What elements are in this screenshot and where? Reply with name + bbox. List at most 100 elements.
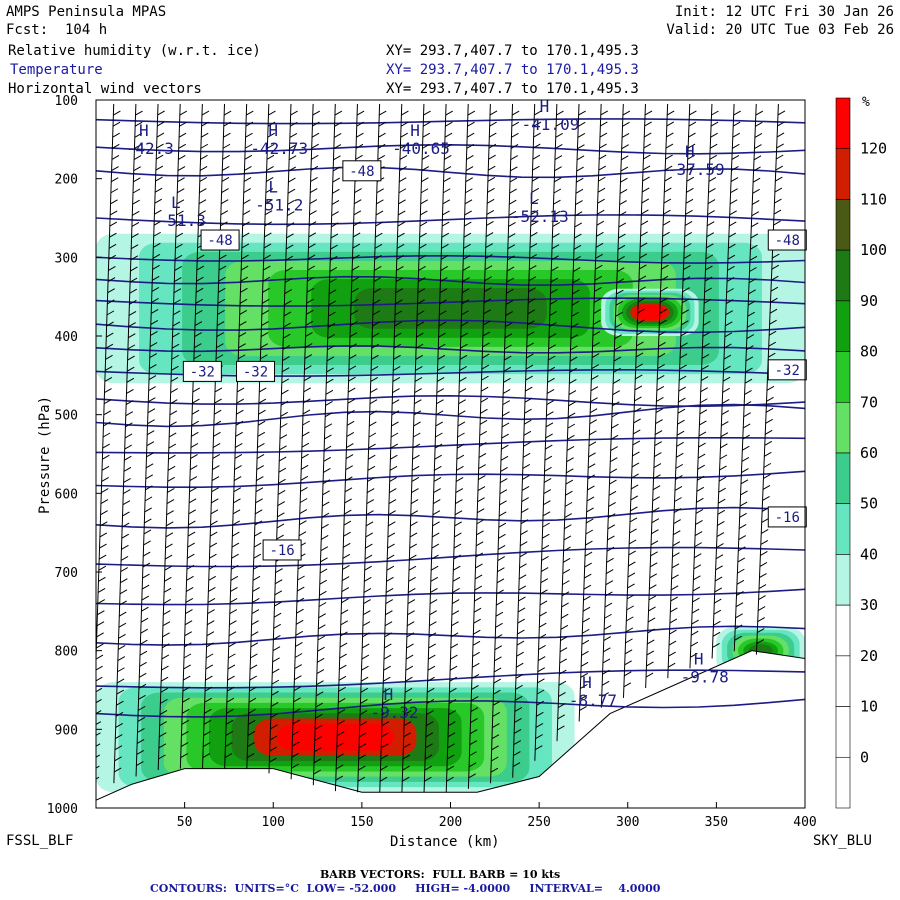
wind-barb-feather — [618, 211, 627, 217]
wind-barb-feather — [296, 597, 305, 603]
wind-barb-feather — [262, 276, 271, 282]
wind-barb-feather — [339, 653, 347, 659]
wind-barb-feather — [147, 408, 156, 414]
wind-barb-feather — [192, 398, 200, 404]
wind-barb-feather — [542, 522, 550, 528]
wind-barb-feather — [452, 587, 460, 593]
wind-barb-feather — [411, 476, 420, 482]
wind-barb-feather — [204, 686, 213, 692]
wind-barb-feather — [511, 121, 520, 127]
wind-barb-feather — [752, 188, 760, 194]
wind-barb-feather — [223, 132, 231, 138]
wind-barb-feather — [325, 401, 333, 406]
wind-barb-feather — [207, 620, 215, 626]
wind-barb-feather — [487, 187, 495, 193]
wind-barb-feather — [707, 210, 715, 216]
wind-barb-feather — [218, 276, 226, 282]
wind-barb-feather — [458, 399, 466, 405]
wind-barb-feather — [319, 590, 327, 596]
wind-barb-feather — [530, 209, 539, 215]
wind-barb-feather — [155, 176, 163, 182]
wind-barb-feather — [384, 621, 393, 627]
wind-barb-feather — [650, 551, 658, 557]
wind-barb-feather — [518, 574, 527, 580]
wind-barb-feather — [704, 276, 713, 282]
wind-barb-feather — [648, 595, 657, 601]
wind-barb-feather — [106, 310, 115, 316]
wind-barb-feather — [729, 221, 737, 227]
wind-barb-feather — [528, 276, 537, 282]
wind-barb-feather — [154, 198, 163, 204]
wind-barb-feather — [263, 243, 272, 249]
wind-barb-feather — [458, 410, 466, 416]
wind-barb-feather — [451, 610, 460, 616]
wind-barb-feather — [560, 624, 569, 630]
wind-barb-feather — [259, 387, 267, 393]
wind-barb-feather — [456, 465, 464, 471]
wind-barb-feather — [212, 465, 220, 470]
wind-barb-feather — [757, 617, 765, 622]
wind-barb-feather — [311, 143, 319, 149]
wind-barb-feather — [606, 546, 615, 552]
wind-barb-feather — [713, 620, 721, 626]
extremum-marker: H — [384, 685, 394, 704]
wind-barb-feather — [108, 254, 117, 260]
wind-barb-feather — [732, 143, 740, 149]
wind-barb-feather — [617, 244, 626, 250]
wind-barb-feather — [420, 199, 428, 205]
wind-barb-feather — [625, 638, 633, 644]
contour-label-box — [342, 160, 382, 182]
wind-barb-feather — [639, 253, 648, 259]
wind-barb-feather — [583, 584, 592, 590]
wind-barb-feather — [713, 609, 722, 615]
wind-barb-feather — [403, 743, 411, 749]
wind-barb-feather — [317, 657, 325, 663]
wind-barb-feather — [566, 468, 574, 474]
wind-barb-feather — [406, 632, 415, 638]
wind-barb-feather — [245, 121, 254, 127]
wind-barb-feather — [413, 432, 421, 438]
wind-barb-feather — [330, 244, 338, 250]
wind-barb-feather — [686, 187, 694, 193]
wind-barb-feather — [728, 243, 736, 249]
wind-barb-feather — [294, 653, 303, 658]
colorbar-swatch — [835, 97, 851, 150]
wind-barb-feather — [208, 586, 216, 592]
colorbar-swatch — [835, 655, 851, 707]
wind-barb-feather — [607, 535, 615, 541]
wind-barb-feather — [478, 453, 487, 458]
wind-barb-feather — [242, 221, 250, 227]
field-xy-temperature: XY= 293.7,407.7 to 170.1,495.3 — [386, 62, 639, 78]
wind-barb-feather — [143, 540, 151, 546]
wind-barb-feather — [533, 121, 542, 127]
wind-barb-feather — [207, 609, 215, 614]
wind-barb-feather — [258, 398, 267, 404]
wind-barb-feather — [619, 200, 627, 205]
temperature-contour-layer — [96, 118, 805, 718]
extremum-value: -42.73 — [250, 139, 308, 158]
wind-barb-feather — [463, 254, 471, 260]
extremum-value: -51.3 — [158, 211, 206, 230]
wind-barb-feather — [346, 431, 355, 437]
wind-barb-feather — [455, 488, 464, 493]
wind-barb-feather — [410, 510, 419, 516]
wind-barb-feather — [717, 509, 726, 515]
wind-barb-feather — [406, 643, 414, 649]
wind-barb-feather — [591, 364, 599, 370]
wind-barb-feather — [705, 254, 714, 260]
wind-barb-feather — [469, 740, 478, 746]
wind-barb-feather — [598, 176, 606, 182]
wind-barb-feather — [270, 702, 279, 707]
wind-barb-feather — [608, 490, 617, 496]
wind-barb-feather — [326, 378, 334, 384]
wind-barb-feather — [525, 386, 533, 392]
isotherm — [96, 297, 805, 307]
wind-barb-feather — [428, 632, 437, 638]
wind-barb-feather — [583, 595, 591, 601]
wind-barb-feather — [369, 399, 378, 405]
wind-barb-feather — [718, 487, 726, 493]
wind-barb-feather — [138, 694, 146, 700]
wind-barb-feather — [587, 474, 596, 480]
wind-barb-feather — [161, 643, 170, 649]
